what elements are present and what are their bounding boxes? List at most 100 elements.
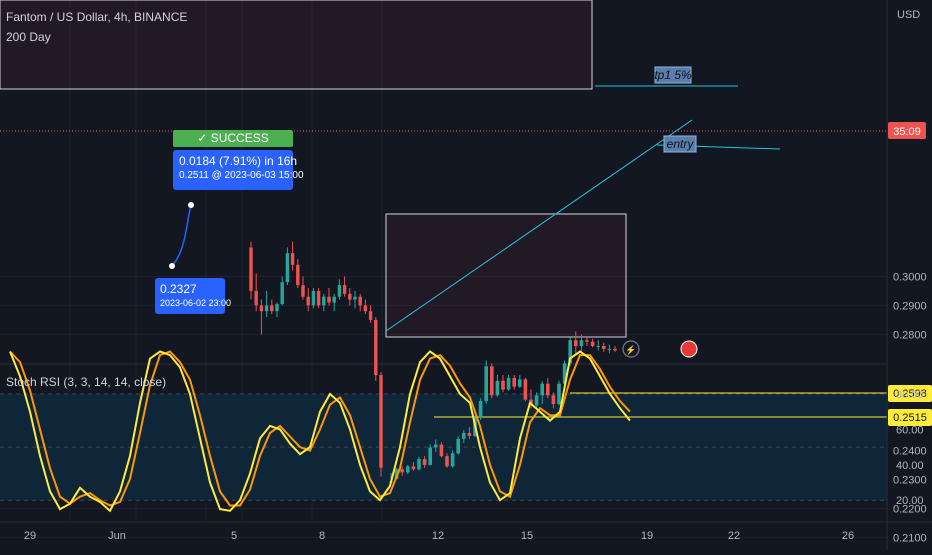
candle-body xyxy=(249,247,253,291)
stoch-k-line xyxy=(9,350,631,513)
tp1-label-box xyxy=(654,66,692,84)
candle-body xyxy=(484,366,488,402)
gain-text: 0.0184 (7.91%) in 16h xyxy=(179,154,298,168)
entry-label: entry xyxy=(667,137,695,151)
candle-body xyxy=(368,311,373,320)
candle-body xyxy=(523,379,528,400)
rsi-tick: 60.00 xyxy=(896,424,924,436)
time-tick: 29 xyxy=(24,530,36,542)
candle-body xyxy=(311,290,316,306)
level-box-0 xyxy=(888,384,932,402)
time-tick: Jun xyxy=(108,530,126,542)
gain-badge: 0.0184 (7.91%) in 16h 0.2511 @ 2023-06-0… xyxy=(173,150,304,190)
candle-body xyxy=(590,341,595,346)
rsi-tick: 20.00 xyxy=(896,495,924,507)
candle-body xyxy=(518,379,522,387)
candle-body xyxy=(270,305,274,312)
candle-body xyxy=(439,444,444,457)
candle-body xyxy=(613,348,617,351)
support-box xyxy=(385,213,627,338)
candle-body xyxy=(546,383,550,396)
rsi-tick: 80.00 xyxy=(896,389,924,401)
candle-body xyxy=(557,383,561,404)
candle-body xyxy=(406,466,410,473)
candle-body xyxy=(585,340,589,342)
indicator-label: 200 Day xyxy=(6,30,51,44)
candle-body xyxy=(358,296,362,306)
currency-label: USD xyxy=(897,9,920,21)
candle-body xyxy=(332,296,336,303)
candle-body xyxy=(417,459,421,470)
start-time-text: 2023-06-02 23:00 xyxy=(160,298,232,308)
candle-body xyxy=(574,340,578,346)
candle-body xyxy=(462,433,466,439)
gain-detail-text: 0.2511 @ 2023-06-03 15:00 xyxy=(179,170,304,181)
resistance-box xyxy=(0,0,593,90)
time-tick: 15 xyxy=(521,530,533,542)
candle-body xyxy=(579,340,584,346)
candle-body xyxy=(306,296,310,306)
candle-body xyxy=(374,319,378,375)
time-tick: 26 xyxy=(842,530,854,542)
countdown-box xyxy=(888,122,926,139)
candle-body xyxy=(280,282,284,304)
candle-body xyxy=(353,296,357,300)
candle-body xyxy=(512,377,516,387)
candle-body xyxy=(495,380,500,396)
rsi-tick: 40.00 xyxy=(896,460,924,472)
candle-body xyxy=(254,290,258,306)
start-point xyxy=(169,263,175,269)
candle-body xyxy=(456,438,460,454)
candle-body xyxy=(596,346,600,347)
tp1-label: tp1 5% xyxy=(654,68,692,82)
candle-body xyxy=(290,253,295,265)
lightning-glyph: ⚡ xyxy=(625,344,636,356)
candle-body xyxy=(301,285,305,297)
success-badge: ✓ SUCCESS xyxy=(173,130,293,147)
time-tick: 8 xyxy=(319,530,325,542)
candle-body xyxy=(534,395,539,406)
candle-body xyxy=(568,340,572,364)
candle-body xyxy=(342,285,347,294)
candle-body xyxy=(501,380,505,390)
end-point xyxy=(188,202,194,208)
candle-body xyxy=(551,395,556,404)
candle-body xyxy=(379,375,383,468)
time-tick: 19 xyxy=(641,530,653,542)
symbol-title: Fantom / US Dollar, 4h, BINANCE xyxy=(6,10,188,24)
time-tick: 12 xyxy=(432,530,444,542)
lightning-icon xyxy=(622,340,640,358)
level-box-1 xyxy=(888,409,932,427)
candle-body xyxy=(450,453,455,467)
candle-body xyxy=(478,401,483,418)
candle-body xyxy=(562,363,567,384)
candle-body xyxy=(337,285,342,297)
candle-body xyxy=(506,377,511,390)
candle-body xyxy=(445,456,449,467)
candle-body xyxy=(264,305,269,312)
candle-body xyxy=(540,383,544,396)
price-tick: 0.2400 xyxy=(893,445,927,457)
price-tick: 0.3000 xyxy=(893,271,927,283)
candle-body xyxy=(275,303,279,312)
candle-body xyxy=(400,469,404,473)
level-label-0: 0.2598 xyxy=(893,388,927,400)
candle-body xyxy=(607,348,612,350)
time-tick: 5 xyxy=(231,530,237,542)
candle-body xyxy=(394,469,399,479)
candle-body xyxy=(434,444,438,448)
candle-body xyxy=(422,459,427,465)
candle-body xyxy=(467,433,472,436)
level-label-1: 0.2515 xyxy=(893,412,927,424)
entry-label-box xyxy=(663,135,697,153)
price-tick: 0.2800 xyxy=(893,329,927,341)
candle-body xyxy=(316,290,321,306)
candle-body xyxy=(602,346,606,349)
candle-body xyxy=(296,264,300,286)
candle-body xyxy=(490,366,494,396)
price-tick: 0.2900 xyxy=(893,300,927,312)
time-tick: 22 xyxy=(728,530,740,542)
candle-body xyxy=(322,296,326,306)
